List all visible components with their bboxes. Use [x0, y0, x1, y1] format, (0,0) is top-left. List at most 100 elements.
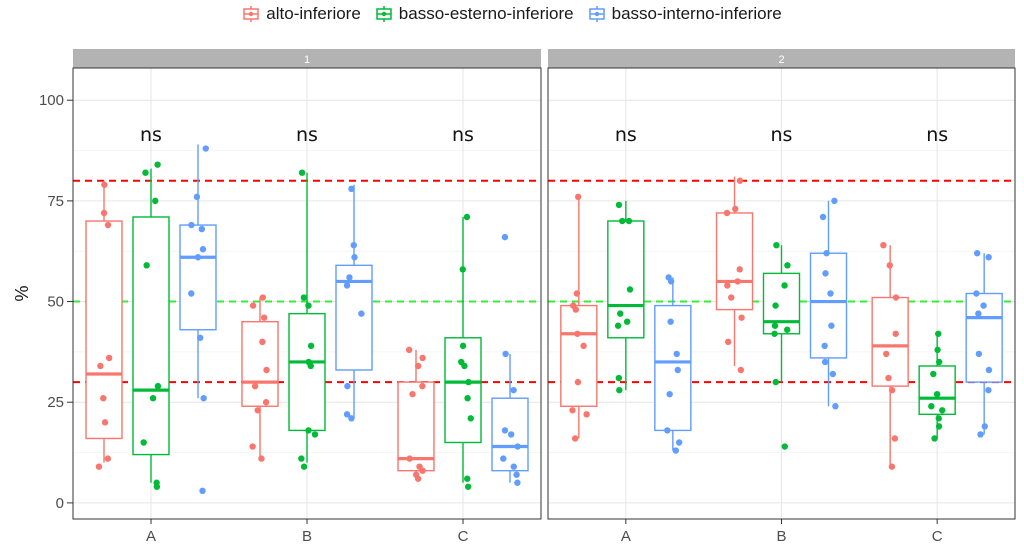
box-basso-esterno-inferiore: [444, 213, 482, 490]
box-iqr: [444, 337, 482, 444]
data-point: [414, 362, 422, 370]
data-point: [406, 455, 413, 462]
data-point: [821, 342, 828, 350]
data-point: [773, 241, 780, 249]
box-iqr: [132, 216, 170, 456]
data-point: [892, 294, 900, 301]
data-point: [737, 366, 745, 374]
data-point: [514, 479, 521, 486]
legend-label: alto-inferiore: [266, 4, 361, 23]
data-point: [200, 394, 207, 402]
data-point: [570, 302, 577, 309]
data-point: [193, 193, 201, 201]
data-point: [260, 314, 268, 321]
data-point: [664, 427, 671, 434]
data-point: [463, 213, 471, 221]
data-point: [772, 302, 779, 309]
data-point: [736, 177, 744, 184]
data-point: [104, 221, 112, 229]
box-basso-interno-inferiore: [335, 184, 373, 422]
data-point: [300, 294, 308, 301]
data-point: [513, 471, 520, 478]
data-point: [724, 338, 732, 346]
box-alto-inferiore: [241, 294, 279, 462]
legend-item: alto-inferiore: [242, 4, 361, 24]
data-point: [885, 374, 892, 382]
facet-panel: 2 ns Ans Bns C: [547, 49, 1016, 545]
data-point: [154, 382, 162, 390]
box-iqr: [654, 304, 692, 432]
data-point: [263, 366, 270, 374]
data-point: [615, 374, 623, 382]
data-point: [467, 415, 474, 422]
legend-item: basso-interno-inferiore: [588, 4, 782, 24]
data-point: [259, 294, 266, 301]
data-point: [311, 431, 319, 438]
data-point: [307, 342, 315, 350]
data-point: [510, 386, 517, 394]
data-point: [459, 342, 467, 350]
data-point: [888, 386, 896, 394]
data-point: [419, 382, 426, 390]
data-point: [831, 197, 838, 205]
data-point: [732, 205, 739, 213]
data-point: [199, 246, 207, 253]
data-point: [784, 262, 791, 269]
y-tick-label: 75: [47, 193, 64, 210]
data-point: [931, 435, 938, 442]
facet-strip: [73, 49, 541, 68]
data-point: [888, 463, 896, 470]
data-point: [100, 394, 107, 402]
data-point: [459, 266, 466, 273]
box-basso-esterno-inferiore: [918, 330, 956, 442]
data-point: [409, 390, 416, 398]
data-point: [104, 455, 112, 462]
x-tick-label: A: [146, 528, 156, 545]
data-point: [783, 326, 791, 333]
x-tick-label: B: [302, 528, 312, 545]
legend-label: basso-interno-inferiore: [611, 4, 782, 23]
box-basso-esterno-inferiore: [607, 200, 645, 394]
data-point: [771, 330, 778, 337]
data-point: [674, 366, 681, 374]
data-point: [973, 250, 981, 257]
data-point: [985, 386, 992, 394]
box-iqr: [560, 304, 598, 407]
data-point: [152, 197, 159, 205]
data-point: [464, 483, 472, 490]
data-point: [100, 209, 108, 217]
legend-key: [375, 6, 393, 22]
data-point: [458, 358, 465, 366]
data-point: [980, 302, 987, 309]
y-axis-label: %: [12, 285, 32, 301]
data-point: [975, 310, 982, 317]
data-point: [105, 354, 113, 362]
legend-label: basso-esterno-inferiore: [398, 4, 574, 23]
x-tick-label: C: [458, 528, 469, 545]
data-point: [781, 443, 788, 450]
data-point: [305, 358, 312, 366]
data-point: [571, 435, 579, 442]
data-point: [194, 254, 202, 261]
data-point: [667, 318, 674, 325]
significance-label: ns: [452, 124, 474, 146]
panel-border: [547, 67, 1016, 520]
facet-strip-label: 2: [778, 54, 784, 66]
data-point: [188, 290, 195, 297]
data-point: [101, 181, 108, 188]
data-point: [573, 290, 581, 297]
data-point: [781, 282, 788, 289]
data-point: [675, 439, 683, 446]
data-point: [880, 241, 887, 249]
data-point: [623, 318, 631, 325]
data-point: [935, 330, 942, 337]
y-tick-label: 50: [47, 294, 64, 311]
data-point: [615, 201, 623, 209]
data-point: [343, 282, 351, 289]
data-point: [886, 262, 893, 269]
box-alto-inferiore: [560, 193, 598, 442]
data-point: [772, 378, 779, 386]
data-point: [346, 274, 353, 281]
data-point: [501, 233, 509, 241]
